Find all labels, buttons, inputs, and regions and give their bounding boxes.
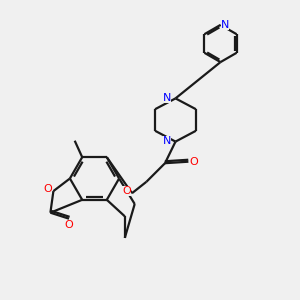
- Text: N: N: [163, 136, 171, 146]
- Text: O: O: [122, 186, 131, 196]
- Text: O: O: [44, 184, 52, 194]
- Text: O: O: [64, 220, 74, 230]
- Text: O: O: [189, 157, 198, 167]
- Text: N: N: [221, 20, 229, 30]
- Text: N: N: [163, 93, 171, 103]
